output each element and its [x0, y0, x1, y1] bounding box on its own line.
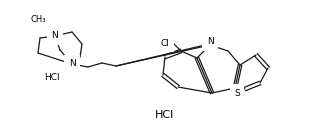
Text: N: N	[52, 32, 58, 41]
Text: N: N	[69, 59, 76, 68]
Text: HCl: HCl	[155, 110, 175, 120]
Text: HCl: HCl	[44, 72, 60, 82]
Text: S: S	[234, 88, 240, 97]
Text: Cl: Cl	[161, 38, 169, 47]
Text: N: N	[207, 38, 213, 47]
Text: CH₃: CH₃	[30, 16, 46, 24]
